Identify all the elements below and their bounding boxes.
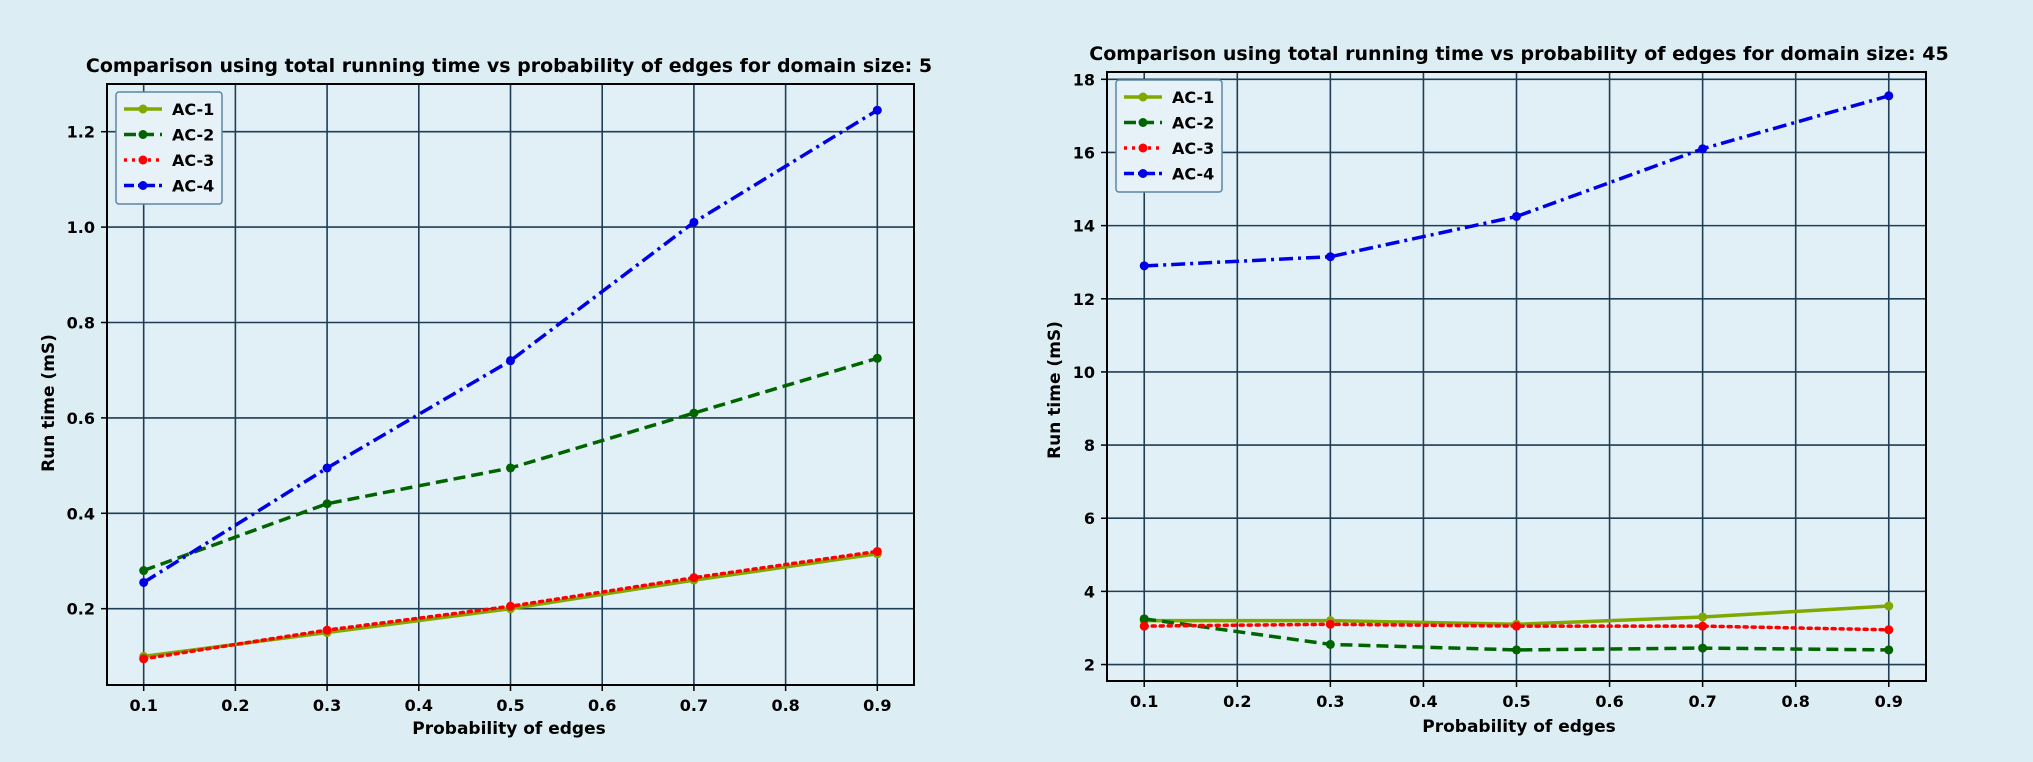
- y-tick-label: 0.6: [67, 409, 95, 428]
- legend-label-ac-1: AC-1: [172, 100, 214, 119]
- data-point-ac-4: [322, 463, 332, 473]
- legend-marker: [138, 155, 148, 165]
- y-tick-label: 14: [1073, 217, 1095, 236]
- x-tick-label: 0.3: [313, 696, 341, 715]
- x-tick-label: 0.8: [771, 696, 799, 715]
- data-point-ac-3: [1884, 625, 1894, 635]
- legend-marker: [1138, 92, 1148, 102]
- legend-marker: [138, 130, 148, 139]
- y-tick-label: 4: [1084, 582, 1095, 601]
- y-axis-label: Run time (mS): [1045, 321, 1065, 459]
- legend-marker: [138, 181, 148, 190]
- x-tick-label: 0.4: [1409, 692, 1437, 711]
- y-tick-label: 18: [1073, 70, 1095, 89]
- x-tick-label: 0.9: [863, 696, 891, 715]
- x-tick-label: 0.2: [1223, 692, 1251, 711]
- legend-label-ac-1: AC-1: [1172, 88, 1214, 107]
- chart-title: Comparison using total running time vs p…: [86, 55, 932, 77]
- data-point-ac-4: [1512, 211, 1521, 221]
- legend-marker: [1138, 143, 1148, 153]
- data-point-ac-2: [1139, 614, 1149, 624]
- data-point-ac-4: [1325, 252, 1335, 262]
- series-line-ac-2: [1143, 617, 1889, 652]
- legend-label-ac-4: AC-4: [172, 177, 214, 196]
- x-tick-label: 0.8: [1782, 692, 1810, 711]
- data-point-ac-4: [1884, 91, 1894, 101]
- data-point-ac-2: [1884, 645, 1894, 655]
- chart-domain-size-45: 0.1 0.2 0.3 0.4 0.5 0.6 0.7 0.8 0.9 2 4 6 8 10 12 14 16 1…: [1045, 43, 1949, 737]
- y-axis-label: Run time (mS): [39, 334, 59, 472]
- data-point-ac-2: [506, 463, 515, 473]
- data-point-ac-3: [1139, 621, 1149, 631]
- y-tick-label: 1.2: [67, 123, 95, 142]
- x-tick-label: 0.1: [1130, 692, 1158, 711]
- y-tick-label: 0.2: [67, 600, 95, 619]
- legend-marker: [1138, 169, 1148, 178]
- legend-label-ac-4: AC-4: [1172, 165, 1214, 184]
- data-point-ac-1: [1698, 612, 1708, 622]
- x-tick-label: 0.7: [1688, 692, 1716, 711]
- data-point-ac-3: [1512, 621, 1521, 631]
- x-tick-label: 0.4: [405, 696, 433, 715]
- data-point-ac-3: [322, 625, 332, 635]
- y-tick-label: 12: [1073, 290, 1095, 309]
- legend-marker: [1138, 118, 1148, 127]
- legend-label-ac-2: AC-2: [172, 126, 214, 145]
- y-tick-label: 1.0: [67, 218, 95, 237]
- x-tick-label: 0.3: [1316, 692, 1344, 711]
- data-point-ac-2: [1698, 643, 1708, 653]
- data-point-ac-2: [322, 499, 332, 509]
- y-tick-label: 2: [1084, 656, 1095, 675]
- chart-domain-size-5: 0.1 0.2 0.3 0.4 0.5 0.6 0.7 0.8 0.9 0.2 0.4 0.6 0.8 1…: [39, 55, 932, 739]
- legend-marker: [138, 104, 148, 114]
- data-point-ac-2: [139, 566, 149, 576]
- legend: [115, 91, 223, 205]
- legend-label-ac-2: AC-2: [1172, 114, 1214, 133]
- legend-label-ac-3: AC-3: [1172, 139, 1214, 158]
- data-point-ac-4: [139, 577, 149, 587]
- data-point-ac-4: [1139, 261, 1149, 271]
- data-point-ac-3: [1325, 619, 1335, 629]
- data-point-ac-2: [872, 353, 882, 363]
- data-point-ac-3: [1698, 621, 1708, 631]
- data-point-ac-3: [689, 573, 699, 583]
- y-tick-label: 8: [1084, 436, 1095, 455]
- x-axis-label: Probability of edges: [412, 719, 605, 739]
- x-tick-label: 0.5: [1502, 692, 1530, 711]
- x-tick-label: 0.6: [588, 696, 616, 715]
- y-tick-label: 10: [1073, 363, 1095, 382]
- data-point-ac-4: [506, 356, 515, 366]
- y-tick-label: 16: [1073, 143, 1095, 162]
- data-point-ac-4: [689, 217, 699, 227]
- y-tick-label: 0.4: [67, 504, 95, 523]
- x-tick-label: 0.6: [1595, 692, 1623, 711]
- series-line-ac-4: [142, 108, 879, 584]
- data-point-ac-2: [1325, 639, 1335, 649]
- data-point-ac-3: [139, 654, 149, 664]
- chart-title: Comparison using total running time vs p…: [1089, 43, 1948, 65]
- x-tick-label: 0.9: [1875, 692, 1903, 711]
- x-tick-label: 0.7: [680, 696, 708, 715]
- data-point-ac-1: [1884, 601, 1894, 611]
- x-tick-label: 0.5: [496, 696, 524, 715]
- y-tick-label: 0.8: [67, 313, 95, 332]
- x-tick-label: 0.2: [221, 696, 249, 715]
- data-point-ac-2: [689, 408, 699, 418]
- data-point-ac-3: [872, 546, 882, 556]
- data-point-ac-3: [506, 601, 515, 611]
- data-point-ac-4: [872, 105, 882, 115]
- x-axis-label: Probability of edges: [1422, 717, 1615, 737]
- legend-label-ac-3: AC-3: [172, 151, 214, 170]
- x-tick-label: 0.1: [130, 696, 158, 715]
- y-tick-label: 6: [1084, 509, 1095, 528]
- data-point-ac-2: [1512, 645, 1521, 655]
- data-point-ac-4: [1698, 144, 1708, 154]
- legend: [1115, 79, 1223, 193]
